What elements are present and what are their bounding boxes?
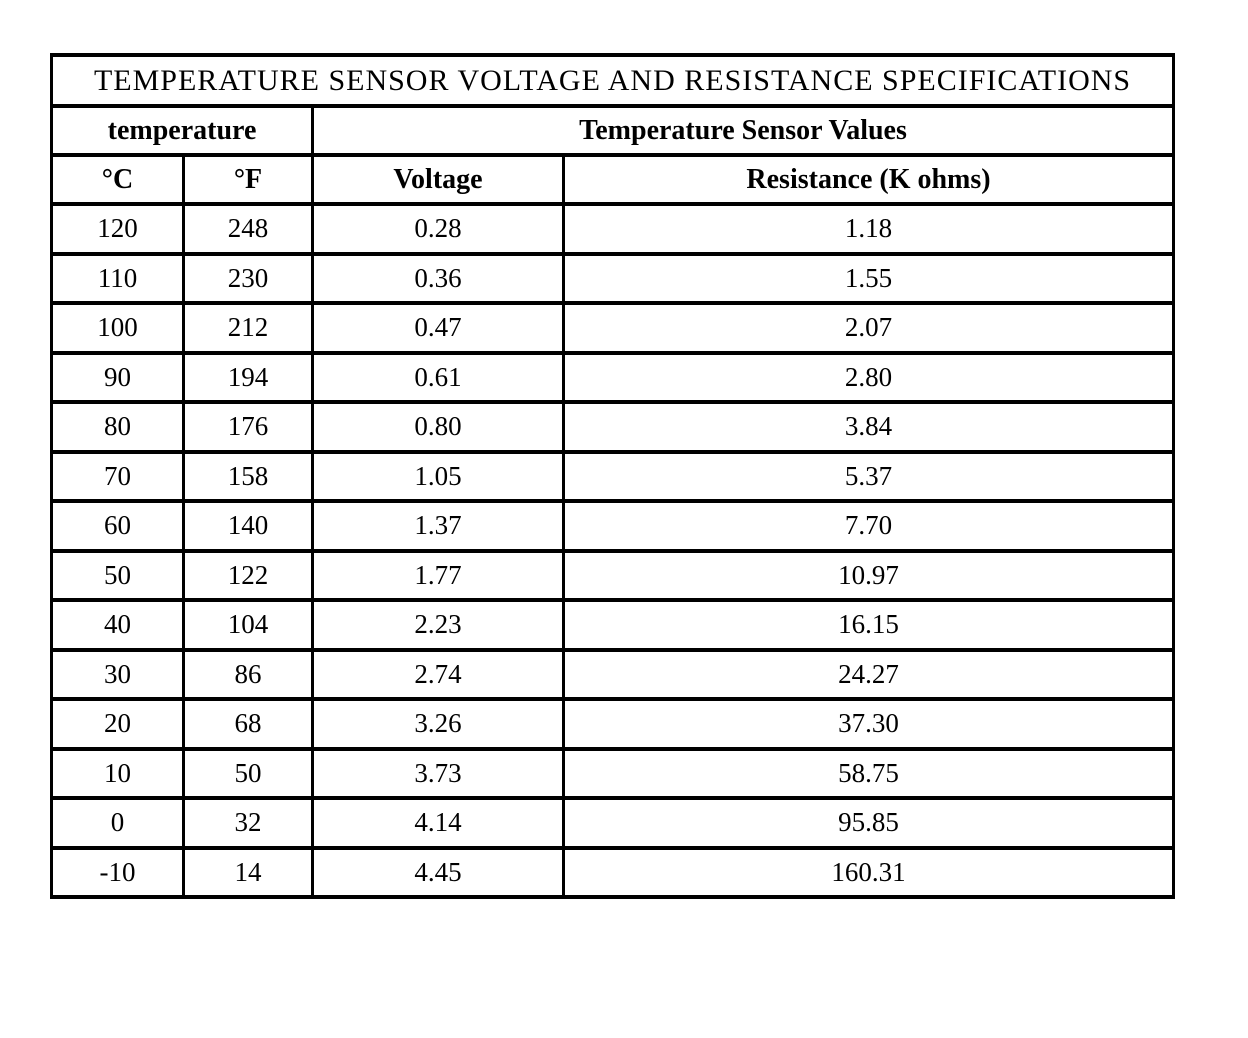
cell-resistance: 7.70	[561, 499, 1176, 553]
table-body: 120 248 0.28 1.18 110 230 0.36 1.55 100 212 0.47 2.…	[50, 202, 1176, 899]
column-header-voltage: Voltage	[311, 153, 565, 206]
cell-fahrenheit: 140	[182, 499, 314, 553]
cell-resistance: 95.85	[561, 796, 1176, 850]
cell-fahrenheit: 230	[182, 251, 314, 305]
cell-voltage: 0.80	[311, 400, 565, 454]
table-row: 80 176 0.80 3.84	[50, 400, 1176, 454]
table-row: 30 86 2.74 24.27	[50, 647, 1176, 701]
cell-fahrenheit: 14	[182, 845, 314, 899]
table-row: -10 14 4.45 160.31	[50, 845, 1176, 899]
column-header-resistance: Resistance (K ohms)	[561, 153, 1176, 206]
cell-voltage: 0.61	[311, 350, 565, 404]
cell-voltage: 1.77	[311, 548, 565, 602]
table-row: 90 194 0.61 2.80	[50, 350, 1176, 404]
cell-fahrenheit: 122	[182, 548, 314, 602]
table-row: 20 68 3.26 37.30	[50, 697, 1176, 751]
cell-resistance: 24.27	[561, 647, 1176, 701]
table-row: 70 158 1.05 5.37	[50, 449, 1176, 503]
cell-celsius: 110	[50, 251, 185, 305]
temperature-sensor-spec-table: TEMPERATURE SENSOR VOLTAGE AND RESISTANC…	[49, 53, 1176, 899]
column-header-row: °C °F Voltage Resistance (K ohms)	[50, 153, 1176, 206]
table-row: 40 104 2.23 16.15	[50, 598, 1176, 652]
column-header-celsius: °C	[50, 153, 185, 206]
cell-voltage: 0.36	[311, 251, 565, 305]
cell-celsius: 60	[50, 499, 185, 553]
cell-fahrenheit: 32	[182, 796, 314, 850]
table-title: TEMPERATURE SENSOR VOLTAGE AND RESISTANC…	[49, 53, 1176, 108]
title-row: TEMPERATURE SENSOR VOLTAGE AND RESISTANC…	[49, 53, 1176, 108]
cell-celsius: 80	[50, 400, 185, 454]
cell-voltage: 2.74	[311, 647, 565, 701]
cell-resistance: 1.55	[561, 251, 1176, 305]
cell-resistance: 160.31	[561, 845, 1176, 899]
table-row: 110 230 0.36 1.55	[50, 251, 1176, 305]
group-header-row: temperature Temperature Sensor Values	[50, 104, 1176, 157]
cell-celsius: -10	[50, 845, 185, 899]
cell-celsius: 70	[50, 449, 185, 503]
group-header-sensor-values: Temperature Sensor Values	[310, 104, 1176, 157]
cell-celsius: 0	[50, 796, 185, 850]
cell-celsius: 40	[50, 598, 185, 652]
cell-resistance: 5.37	[561, 449, 1176, 503]
cell-fahrenheit: 176	[182, 400, 314, 454]
cell-resistance: 37.30	[561, 697, 1176, 751]
cell-voltage: 3.73	[311, 746, 565, 800]
cell-resistance: 1.18	[561, 202, 1176, 256]
cell-voltage: 0.47	[311, 301, 565, 355]
cell-resistance: 58.75	[561, 746, 1176, 800]
cell-fahrenheit: 86	[182, 647, 314, 701]
table-row: 100 212 0.47 2.07	[50, 301, 1176, 355]
cell-resistance: 2.80	[561, 350, 1176, 404]
table-row: 60 140 1.37 7.70	[50, 499, 1176, 553]
cell-resistance: 2.07	[561, 301, 1176, 355]
cell-resistance: 16.15	[561, 598, 1176, 652]
cell-celsius: 20	[50, 697, 185, 751]
table-row: 120 248 0.28 1.18	[50, 202, 1176, 256]
cell-voltage: 4.45	[311, 845, 565, 899]
cell-fahrenheit: 194	[182, 350, 314, 404]
cell-fahrenheit: 50	[182, 746, 314, 800]
cell-resistance: 3.84	[561, 400, 1176, 454]
column-header-fahrenheit: °F	[182, 153, 314, 206]
cell-voltage: 1.37	[311, 499, 565, 553]
cell-voltage: 1.05	[311, 449, 565, 503]
cell-celsius: 50	[50, 548, 185, 602]
table-row: 50 122 1.77 10.97	[50, 548, 1176, 602]
cell-resistance: 10.97	[561, 548, 1176, 602]
table-row: 10 50 3.73 58.75	[50, 746, 1176, 800]
cell-celsius: 120	[50, 202, 185, 256]
cell-voltage: 3.26	[311, 697, 565, 751]
cell-fahrenheit: 158	[182, 449, 314, 503]
cell-fahrenheit: 68	[182, 697, 314, 751]
cell-voltage: 2.23	[311, 598, 565, 652]
cell-voltage: 0.28	[311, 202, 565, 256]
cell-voltage: 4.14	[311, 796, 565, 850]
cell-fahrenheit: 248	[182, 202, 314, 256]
group-header-temperature: temperature	[50, 104, 314, 157]
cell-celsius: 10	[50, 746, 185, 800]
cell-celsius: 90	[50, 350, 185, 404]
cell-celsius: 30	[50, 647, 185, 701]
cell-celsius: 100	[50, 301, 185, 355]
table-row: 0 32 4.14 95.85	[50, 796, 1176, 850]
cell-fahrenheit: 104	[182, 598, 314, 652]
cell-fahrenheit: 212	[182, 301, 314, 355]
